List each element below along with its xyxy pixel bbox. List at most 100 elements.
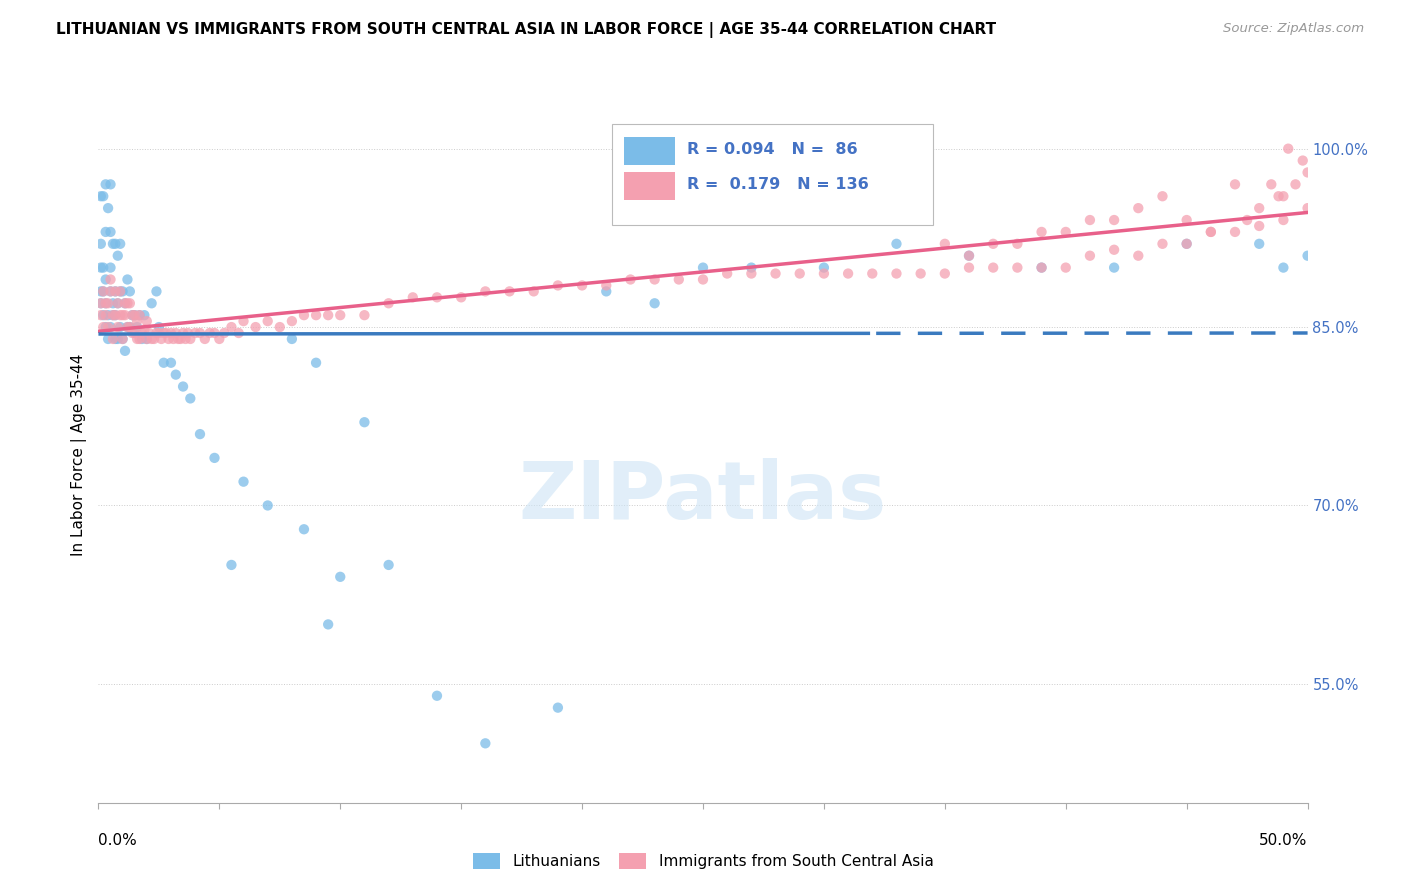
- Point: [188, 427, 211, 442]
- Point: [100, 320, 122, 334]
- Point: [124, 308, 146, 322]
- Point: [353, 308, 375, 322]
- Point: [108, 285, 131, 299]
- Point: [128, 332, 150, 346]
- Point: [114, 296, 136, 310]
- Point: [198, 326, 221, 340]
- Point: [208, 332, 231, 346]
- Point: [101, 296, 124, 310]
- Point: [91, 260, 114, 275]
- Point: [152, 326, 174, 340]
- Text: Source: ZipAtlas.com: Source: ZipAtlas.com: [1223, 22, 1364, 36]
- Point: [179, 392, 201, 406]
- Point: [1296, 249, 1319, 263]
- Point: [111, 332, 134, 346]
- Point: [108, 236, 131, 251]
- Point: [329, 570, 352, 584]
- Point: [256, 499, 278, 513]
- Point: [101, 308, 124, 322]
- Point: [97, 201, 120, 215]
- Point: [91, 308, 114, 322]
- Point: [1102, 260, 1125, 275]
- Point: [90, 260, 112, 275]
- FancyBboxPatch shape: [613, 124, 932, 226]
- Point: [474, 285, 496, 299]
- Point: [114, 308, 136, 322]
- Point: [934, 267, 956, 281]
- Point: [111, 308, 134, 322]
- Point: [104, 285, 127, 299]
- Point: [765, 267, 787, 281]
- Point: [1199, 225, 1222, 239]
- Point: [1054, 225, 1077, 239]
- Point: [134, 322, 156, 336]
- Text: ZIPatlas: ZIPatlas: [519, 458, 887, 536]
- Point: [127, 314, 149, 328]
- Point: [426, 290, 449, 304]
- Point: [498, 285, 520, 299]
- Point: [692, 260, 714, 275]
- Point: [886, 236, 908, 251]
- Text: 50.0%: 50.0%: [1260, 832, 1308, 847]
- Point: [118, 296, 141, 310]
- Point: [329, 308, 352, 322]
- Point: [114, 296, 136, 310]
- Point: [523, 285, 546, 299]
- Point: [204, 450, 226, 465]
- Point: [135, 332, 157, 346]
- Point: [1007, 236, 1029, 251]
- Point: [1175, 236, 1198, 251]
- Point: [595, 278, 617, 293]
- Point: [118, 320, 141, 334]
- Point: [91, 285, 114, 299]
- Point: [111, 332, 134, 346]
- FancyBboxPatch shape: [624, 137, 675, 165]
- Point: [135, 314, 157, 328]
- Point: [174, 332, 197, 346]
- Point: [148, 326, 170, 340]
- Point: [150, 332, 173, 346]
- Point: [740, 267, 762, 281]
- Point: [107, 249, 129, 263]
- Point: [111, 285, 134, 299]
- Point: [90, 189, 112, 203]
- Point: [281, 314, 304, 328]
- Point: [100, 225, 122, 239]
- Point: [177, 326, 200, 340]
- Point: [169, 332, 191, 346]
- Point: [1152, 236, 1174, 251]
- Point: [97, 320, 120, 334]
- Point: [1236, 213, 1258, 227]
- Point: [547, 700, 569, 714]
- Point: [90, 296, 112, 310]
- Point: [94, 272, 117, 286]
- Point: [97, 296, 120, 310]
- Point: [165, 326, 187, 340]
- Point: [117, 272, 139, 286]
- Point: [141, 332, 163, 346]
- Point: [157, 332, 180, 346]
- Point: [644, 272, 666, 286]
- Point: [353, 415, 375, 429]
- Point: [1152, 189, 1174, 203]
- Point: [221, 558, 243, 572]
- Point: [1223, 225, 1246, 239]
- Point: [100, 272, 122, 286]
- Point: [934, 236, 956, 251]
- Point: [194, 332, 217, 346]
- Point: [692, 272, 714, 286]
- Point: [1078, 249, 1101, 263]
- Point: [138, 326, 160, 340]
- Point: [94, 296, 117, 310]
- Point: [740, 260, 762, 275]
- Point: [644, 296, 666, 310]
- Point: [100, 178, 122, 192]
- Point: [1175, 213, 1198, 227]
- Point: [184, 326, 207, 340]
- Point: [101, 308, 124, 322]
- Point: [269, 320, 291, 334]
- Point: [131, 326, 153, 340]
- Point: [1031, 225, 1053, 239]
- Point: [162, 332, 184, 346]
- Point: [245, 320, 267, 334]
